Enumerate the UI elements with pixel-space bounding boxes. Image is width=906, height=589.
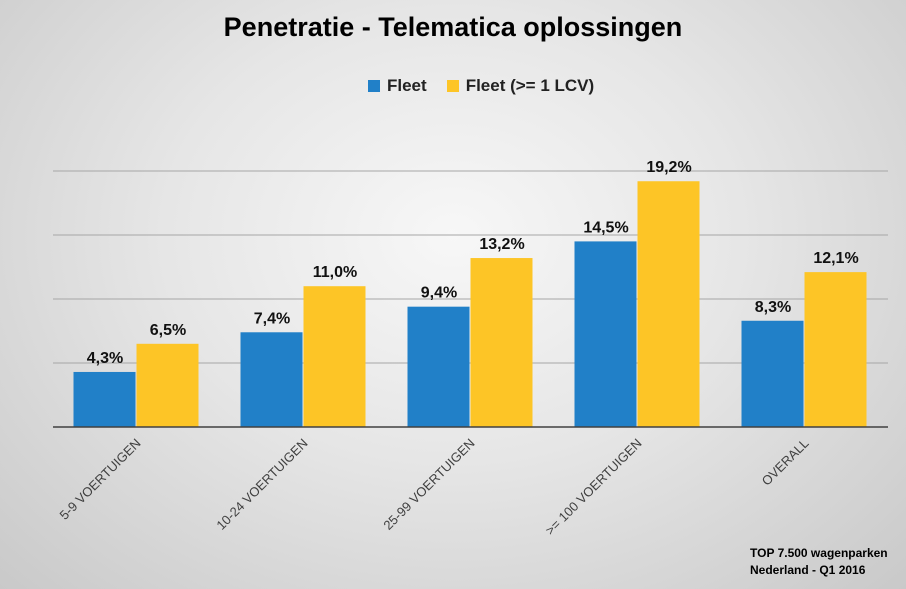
category-label: 25-99 VOERTUIGEN xyxy=(380,436,477,533)
legend: Fleet Fleet (>= 1 LCV) xyxy=(368,76,614,96)
legend-item-fleet: Fleet xyxy=(368,76,427,96)
bar-fleet-lcv xyxy=(470,258,533,427)
category-label: OVERALL xyxy=(759,436,812,489)
legend-swatch-fleet xyxy=(368,80,380,92)
bar-fleet xyxy=(73,371,136,427)
data-label: 9,4% xyxy=(421,285,457,302)
bar-fleet-lcv xyxy=(303,286,366,427)
bar-fleet xyxy=(741,320,804,427)
bar-fleet xyxy=(240,332,303,427)
footnote-line-1: TOP 7.500 wagenparken xyxy=(750,546,888,560)
bar-fleet xyxy=(574,241,637,427)
legend-swatch-fleet-lcv xyxy=(446,80,459,92)
legend-item-fleet-lcv: Fleet (>= 1 LCV) xyxy=(446,76,595,96)
data-label: 4,3% xyxy=(87,350,123,367)
category-label: >= 100 VOERTUIGEN xyxy=(542,436,644,538)
bar-fleet-lcv xyxy=(136,343,199,427)
data-label: 11,0% xyxy=(313,264,357,281)
legend-label-fleet-lcv: Fleet (>= 1 LCV) xyxy=(465,76,595,95)
data-label: 12,1% xyxy=(813,250,858,267)
chart-title: Penetratie - Telematica oplossingen xyxy=(223,12,683,42)
category-label: 10-24 VOERTUIGEN xyxy=(213,436,310,533)
footnote-line-2: Nederland - Q1 2016 xyxy=(750,563,866,577)
data-label: 7,4% xyxy=(254,310,290,327)
data-label: 14,5% xyxy=(583,219,628,236)
data-label: 19,2% xyxy=(646,159,691,176)
bar-fleet-lcv xyxy=(804,272,867,427)
legend-label-fleet: Fleet xyxy=(387,76,427,95)
bar-fleet xyxy=(407,306,470,427)
data-label: 6,5% xyxy=(150,322,186,339)
bar-fleet-lcv xyxy=(637,181,700,427)
data-label: 13,2% xyxy=(479,236,524,253)
category-label: 5-9 VOERTUIGEN xyxy=(57,436,144,523)
data-label: 8,3% xyxy=(755,299,791,316)
footnote: TOP 7.500 wagenparken Nederland - Q1 201… xyxy=(750,545,888,579)
